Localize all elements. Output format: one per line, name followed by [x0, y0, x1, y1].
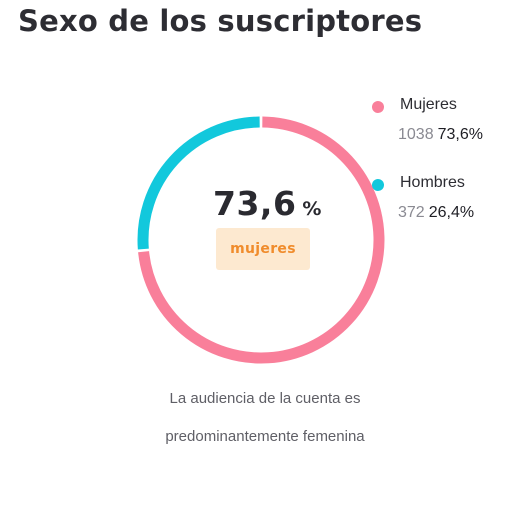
legend-stats-mujeres: 1038 73,6%: [398, 126, 483, 144]
center-value-number: 73,6: [213, 184, 297, 223]
donut-segment-mujeres[interactable]: [138, 116, 385, 364]
legend-share-mujeres: 73,6%: [437, 126, 483, 143]
legend-label-mujeres: Mujeres: [400, 96, 457, 113]
legend-count-hombres: 372: [398, 204, 425, 221]
chart-title: Sexo de los suscriptores: [18, 4, 423, 38]
legend-item-mujeres[interactable]: Mujeres 1038 73,6%: [372, 96, 522, 156]
center-badge: mujeres: [216, 228, 310, 270]
legend-dot-hombres: [372, 179, 384, 191]
center-value-unit: %: [302, 198, 322, 220]
donut-segment-hombres[interactable]: [137, 116, 260, 250]
center-value: 73,6%: [213, 184, 343, 223]
legend-label-hombres: Hombres: [400, 174, 465, 191]
caption-line-2: predominantemente femenina: [165, 428, 365, 445]
legend-share-hombres: 26,4%: [428, 204, 475, 221]
legend-item-hombres[interactable]: Hombres 372 26,4%: [372, 174, 522, 234]
caption-line-1: La audiencia de la cuenta es: [169, 390, 361, 407]
legend-count-mujeres: 1038: [398, 126, 434, 143]
legend-stats-hombres: 372 26,4%: [398, 204, 474, 222]
legend-dot-mujeres: [372, 101, 384, 113]
donut-segments: [137, 116, 385, 364]
